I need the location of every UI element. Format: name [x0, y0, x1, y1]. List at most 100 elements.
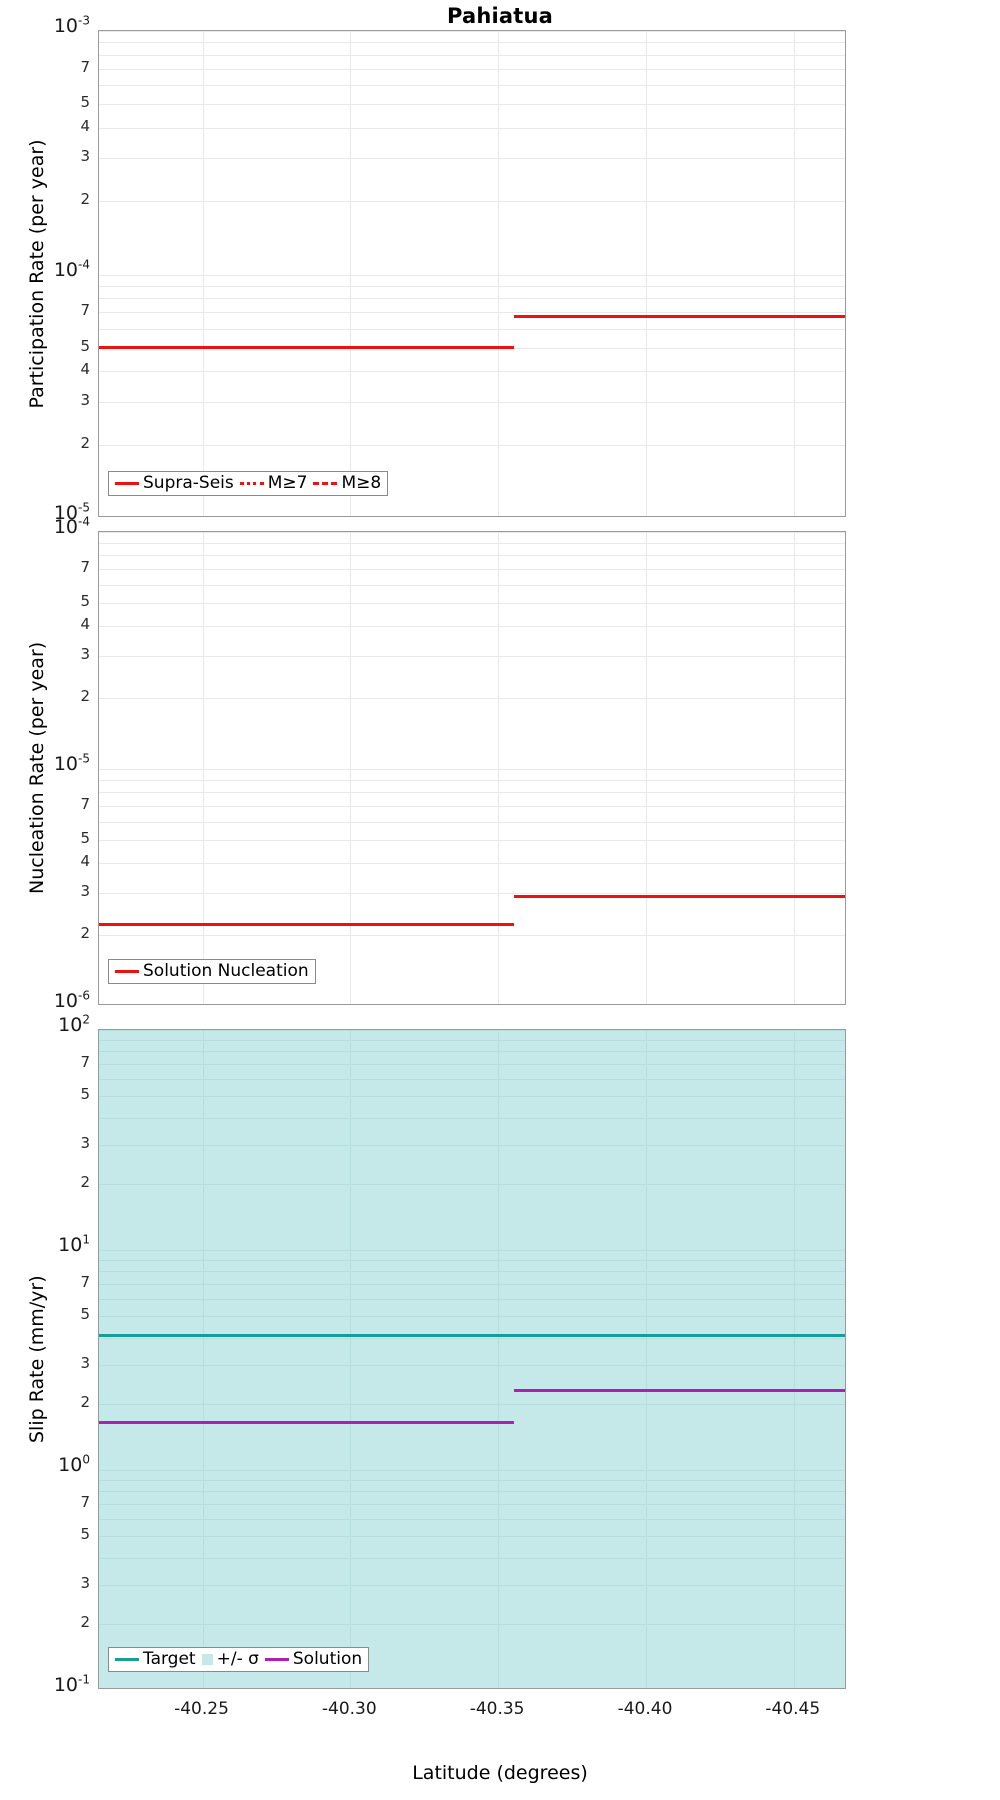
- legend-label: Supra-Seis: [143, 473, 234, 493]
- gridline-horizontal: [99, 42, 845, 44]
- gridline-horizontal: [99, 1557, 845, 1559]
- x-axis-title: Latitude (degrees): [412, 1762, 588, 1784]
- legend-item[interactable]: Supra-Seis: [115, 475, 234, 492]
- gridline-horizontal: [99, 1623, 845, 1625]
- gridline-horizontal: [99, 1260, 845, 1262]
- gridline-horizontal: [99, 769, 845, 770]
- y-tick-minor: 2: [80, 923, 90, 942]
- gridline-horizontal: [99, 805, 845, 807]
- gridline-horizontal: [99, 371, 845, 373]
- legend-item[interactable]: Target: [115, 1651, 196, 1668]
- gridline-vertical: [646, 532, 647, 1004]
- gridline-horizontal: [99, 1504, 845, 1506]
- legend-line-icon: [115, 970, 139, 973]
- gridline-horizontal: [99, 1470, 845, 1471]
- y-tick-minor: 2: [80, 190, 90, 209]
- x-tick-label: -40.45: [765, 1699, 821, 1719]
- gridline-horizontal: [99, 792, 845, 793]
- y-tick-minor: 2: [80, 686, 90, 705]
- gridline-horizontal: [99, 863, 845, 865]
- y-tick-minor: 5: [80, 1525, 90, 1544]
- y-tick-minor: 4: [80, 360, 90, 379]
- y-tick-major: 10-4: [53, 257, 90, 281]
- y-tick-minor: 5: [80, 336, 90, 355]
- y-tick-minor: 5: [80, 1305, 90, 1324]
- y-tick-major: 10-5: [53, 500, 90, 524]
- gridline-horizontal: [99, 779, 845, 781]
- legend-nucleation-rate[interactable]: Solution Nucleation: [108, 959, 316, 984]
- legend-line-icon: [115, 482, 139, 485]
- gridline-horizontal: [99, 840, 845, 842]
- gridline-horizontal: [99, 626, 845, 628]
- y-tick-minor: 3: [80, 1134, 90, 1152]
- y-tick-minor: 2: [80, 1392, 90, 1411]
- gridline-horizontal: [99, 1403, 845, 1405]
- series-segment: [514, 315, 845, 319]
- y-tick-minor: 7: [80, 301, 90, 320]
- y-tick-minor: 3: [80, 644, 90, 663]
- series-segment: [99, 923, 515, 927]
- y-tick-major: 10-6: [53, 988, 90, 1012]
- y-tick-minor: 7: [80, 1053, 90, 1072]
- gridline-horizontal: [99, 697, 845, 699]
- gridline-vertical: [793, 1030, 795, 1688]
- gridline-horizontal: [99, 158, 845, 160]
- gridline-horizontal: [99, 401, 845, 403]
- gridline-horizontal: [99, 444, 845, 446]
- gridline-horizontal: [99, 584, 845, 586]
- y-tick-minor: 7: [80, 1493, 90, 1512]
- y-tick-major: 10-4: [53, 514, 90, 538]
- legend-line-icon: [313, 482, 338, 485]
- gridline-horizontal: [99, 568, 845, 570]
- y-tick-major: 10-3: [53, 13, 90, 37]
- gridline-vertical: [202, 1030, 204, 1688]
- gridline-vertical: [498, 1030, 500, 1688]
- gridline-horizontal: [99, 532, 845, 533]
- y-tick-minor: 7: [80, 794, 90, 813]
- gridline-vertical: [202, 31, 204, 516]
- legend-slip-rate[interactable]: Target +/- σ Solution: [108, 1647, 370, 1672]
- legend-line-icon: [264, 1658, 289, 1661]
- y-tick-minor: 2: [80, 433, 90, 452]
- legend-item[interactable]: M≥7: [239, 475, 307, 492]
- gridline-horizontal: [99, 1518, 845, 1520]
- gridline-horizontal: [99, 1284, 845, 1286]
- legend-item[interactable]: Solution Nucleation: [115, 963, 309, 980]
- gridline-vertical: [350, 31, 352, 516]
- gridline-vertical: [350, 532, 352, 1004]
- legend-item[interactable]: M≥8: [313, 475, 381, 492]
- y-tick-minor: 3: [80, 390, 90, 409]
- series-segment: [99, 346, 515, 350]
- y-tick-minor: 3: [80, 881, 90, 900]
- gridline-horizontal: [99, 31, 845, 32]
- gridline-horizontal: [99, 104, 845, 106]
- legend-item[interactable]: Solution: [264, 1651, 362, 1668]
- gridline-horizontal: [99, 1298, 845, 1300]
- gridline-horizontal: [99, 1271, 845, 1273]
- series-segment: [99, 1420, 515, 1424]
- gridline-horizontal: [99, 312, 845, 314]
- gridline-horizontal: [99, 1096, 845, 1098]
- gridline-vertical: [793, 31, 795, 516]
- y-tick-major: 100: [58, 1452, 90, 1476]
- y-tick-minor: 5: [80, 1085, 90, 1104]
- gridline-horizontal: [99, 68, 845, 70]
- gridline-horizontal: [99, 201, 845, 203]
- gridline-horizontal: [99, 1183, 845, 1185]
- gridline-vertical: [350, 1030, 352, 1688]
- y-tick-minor: 5: [80, 829, 90, 848]
- gridline-horizontal: [99, 603, 845, 605]
- gridline-horizontal: [99, 892, 845, 894]
- series-segment: [514, 1388, 845, 1392]
- y-tick-minor: 2: [80, 1172, 90, 1191]
- legend-participation-rate[interactable]: Supra-Seis M≥7 M≥8: [108, 471, 389, 496]
- x-tick-label: -40.40: [617, 1699, 673, 1719]
- y-tick-minor: 4: [80, 615, 90, 634]
- gridline-horizontal: [99, 1365, 845, 1366]
- legend-item[interactable]: +/- σ: [201, 1651, 259, 1668]
- legend-label: Solution Nucleation: [143, 961, 309, 981]
- y-tick-minor: 5: [80, 93, 90, 112]
- plot-area-nucleation-rate: [98, 531, 846, 1005]
